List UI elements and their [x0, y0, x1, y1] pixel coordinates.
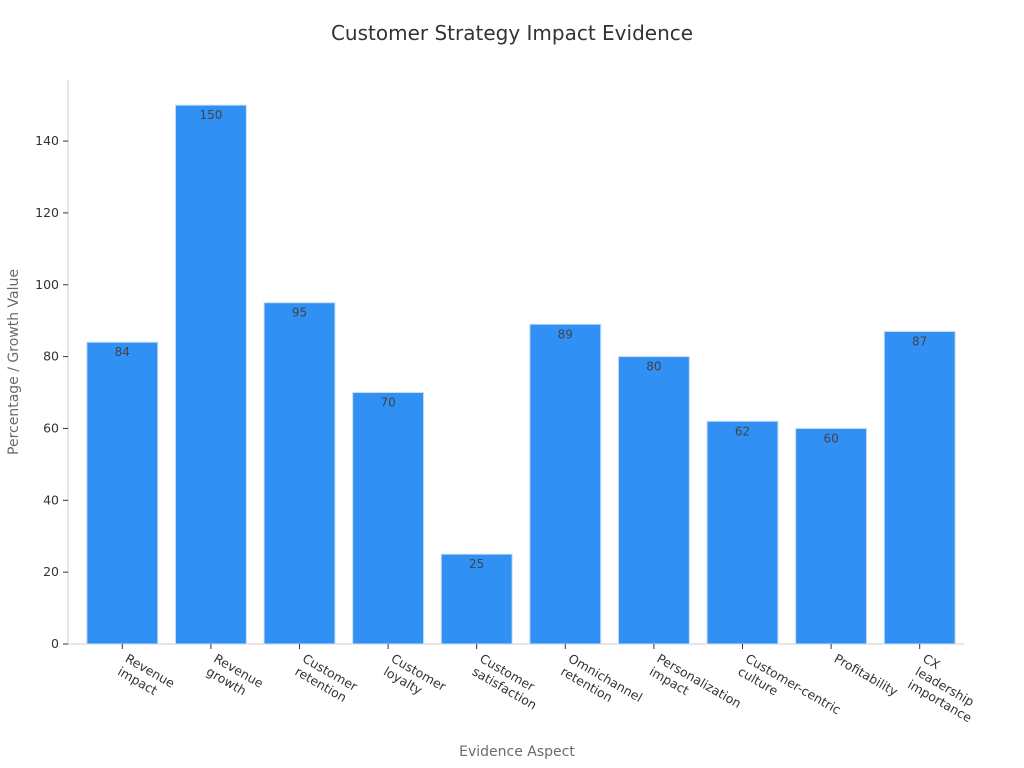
bar-value-label: 62	[735, 424, 750, 438]
x-tick-label: Customerloyalty	[381, 651, 449, 708]
x-tick-label: Revenueimpact	[115, 651, 177, 704]
y-tick-label: 40	[43, 492, 59, 507]
y-tick-label: 20	[43, 564, 59, 579]
bar	[440, 553, 513, 645]
bar-value-label: 95	[292, 306, 307, 320]
bar-value-label: 60	[823, 431, 838, 445]
x-tick-label: Customer-centricculture	[736, 651, 844, 731]
y-tick-label: 0	[51, 636, 59, 651]
bar	[617, 356, 690, 645]
bar	[174, 104, 247, 645]
bar	[529, 323, 602, 645]
bar	[86, 341, 159, 645]
bar-value-label: 84	[115, 345, 130, 359]
bar	[706, 420, 779, 645]
x-tick-label: Customerretention	[293, 651, 361, 708]
y-tick-label: 140	[35, 133, 59, 148]
y-tick-label: 120	[35, 205, 59, 220]
x-tick-label: Profitability	[832, 651, 901, 700]
y-tick-label: 60	[43, 420, 59, 435]
x-tick-label: CXleadershipimportance	[905, 651, 990, 726]
y-tick-label: 80	[43, 349, 59, 364]
bar-value-label: 87	[912, 334, 927, 348]
bar-value-label: 89	[558, 327, 573, 341]
bar	[795, 427, 868, 645]
bar	[883, 330, 956, 645]
bar-value-label: 150	[199, 108, 222, 122]
bar-value-label: 25	[469, 557, 484, 571]
x-tick-label: Revenuegrowth	[204, 651, 266, 704]
x-tick-label: Customersatisfaction	[470, 651, 547, 713]
bar	[352, 392, 425, 645]
y-tick-label: 100	[35, 277, 59, 292]
bar-value-label: 70	[380, 396, 395, 410]
bar-value-label: 80	[646, 360, 661, 374]
plot-area: 0 20 40 60 80 100 120 140 84 Revenueimpact 150 Reve…	[35, 80, 990, 731]
x-axis-title: Evidence Aspect	[459, 744, 575, 760]
bar	[263, 302, 336, 645]
y-axis-title: Percentage / Growth Value	[6, 269, 22, 455]
x-tick-label: Personalizationimpact	[647, 651, 744, 724]
chart-title: Customer Strategy Impact Evidence	[331, 21, 693, 45]
x-tick-label: Omnichannelretention	[558, 651, 645, 718]
